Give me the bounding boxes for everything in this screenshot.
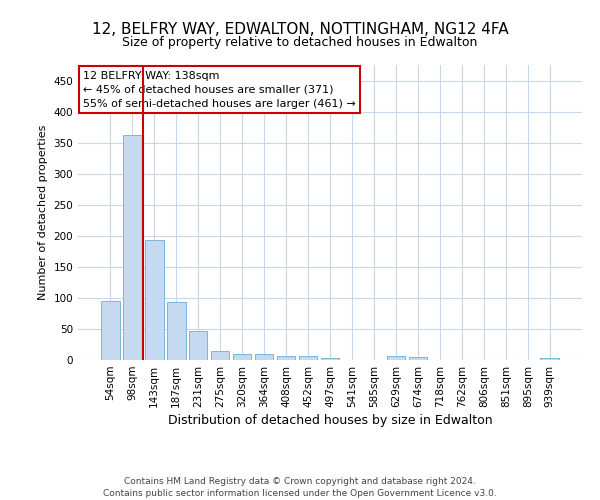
Y-axis label: Number of detached properties: Number of detached properties (38, 125, 48, 300)
Bar (277, 356, 295, 360)
Bar (211, 352, 229, 360)
Bar (233, 354, 251, 360)
Bar (299, 356, 317, 360)
Bar (386, 356, 405, 360)
Bar (320, 358, 340, 360)
Text: Contains HM Land Registry data © Crown copyright and database right 2024.: Contains HM Land Registry data © Crown c… (124, 478, 476, 486)
Bar (409, 357, 427, 360)
Text: Size of property relative to detached houses in Edwalton: Size of property relative to detached ho… (122, 36, 478, 49)
Bar (255, 354, 274, 360)
Bar (123, 135, 142, 360)
Text: 12 BELFRY WAY: 138sqm
← 45% of detached houses are smaller (371)
55% of semi-det: 12 BELFRY WAY: 138sqm ← 45% of detached … (83, 71, 356, 109)
X-axis label: Distribution of detached houses by size in Edwalton: Distribution of detached houses by size … (167, 414, 493, 427)
Bar (167, 302, 185, 360)
Text: 12, BELFRY WAY, EDWALTON, NOTTINGHAM, NG12 4FA: 12, BELFRY WAY, EDWALTON, NOTTINGHAM, NG… (92, 22, 508, 38)
Bar (145, 240, 164, 360)
Bar (541, 358, 559, 360)
Text: Contains public sector information licensed under the Open Government Licence v3: Contains public sector information licen… (103, 489, 497, 498)
Bar (189, 332, 208, 360)
Bar (101, 301, 119, 360)
